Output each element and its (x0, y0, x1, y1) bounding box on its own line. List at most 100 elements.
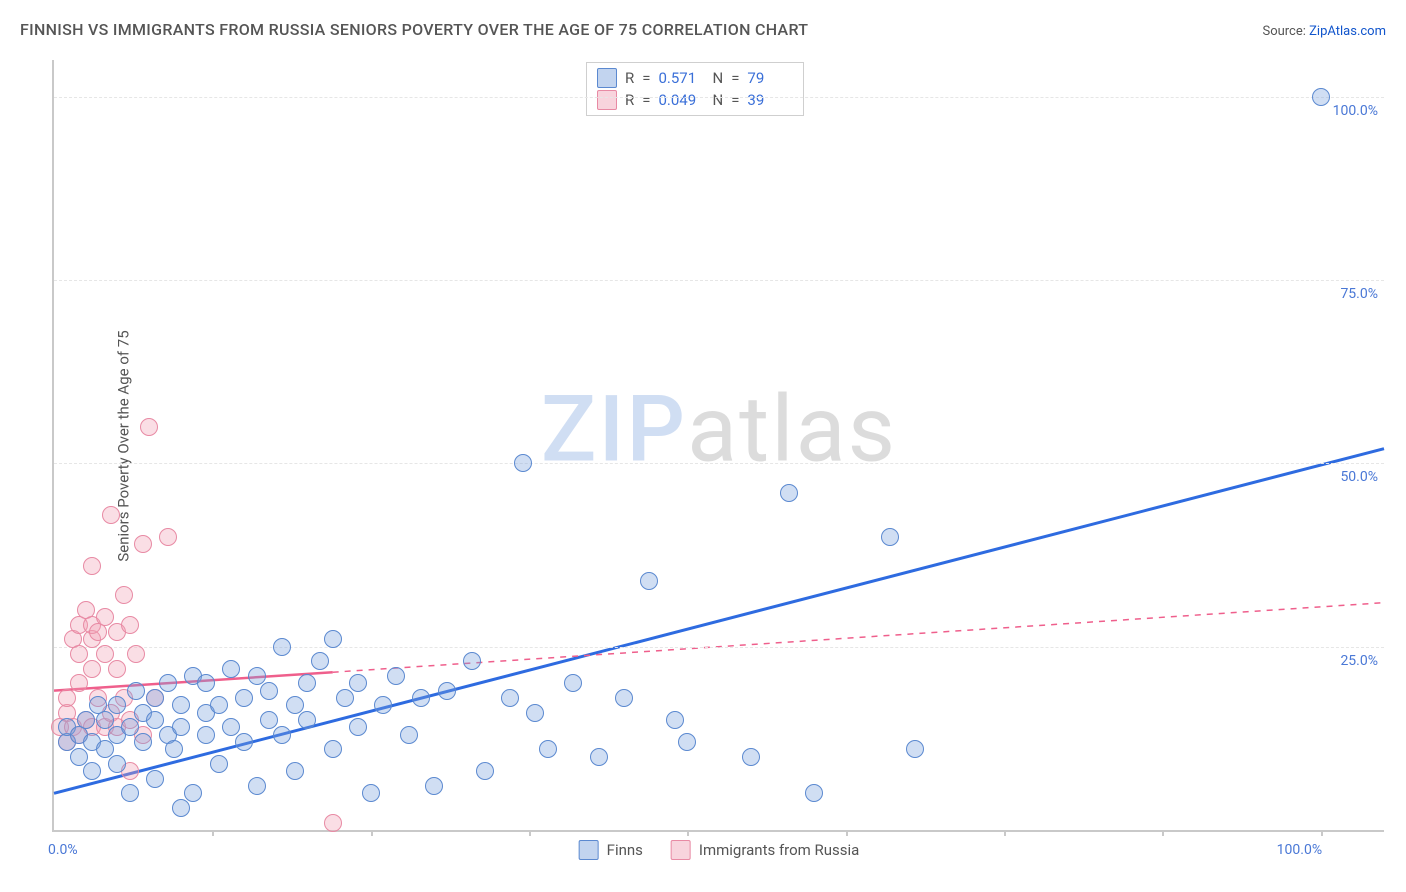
finns-point (615, 689, 633, 707)
source-attribution: Source: ZipAtlas.com (1262, 24, 1386, 39)
finns-point (286, 696, 304, 714)
russia-point (96, 608, 114, 626)
r-label: R (625, 69, 634, 87)
russia-label: Immigrants from Russia (699, 841, 859, 859)
finns-point (273, 726, 291, 744)
gridline (54, 280, 1384, 281)
finns-point (70, 748, 88, 766)
russia-point (134, 535, 152, 553)
finns-point (324, 630, 342, 648)
russia-point (324, 814, 342, 832)
finns-point (165, 740, 183, 758)
finns-point (146, 689, 164, 707)
eq-label: = (731, 69, 739, 87)
finns-point (298, 711, 316, 729)
legend-item-russia: Immigrants from Russia (671, 840, 859, 860)
russia-n-value: 39 (747, 91, 793, 109)
finns-point (96, 740, 114, 758)
x-tick-mark (1004, 830, 1006, 836)
series-legend: Finns Immigrants from Russia (579, 840, 860, 860)
finns-point (805, 784, 823, 802)
source-prefix: Source: (1262, 24, 1309, 39)
russia-point (108, 660, 126, 678)
finns-point (387, 667, 405, 685)
finns-point (1312, 88, 1330, 106)
finns-point (77, 711, 95, 729)
russia-point (102, 506, 120, 524)
finns-point (463, 652, 481, 670)
eq-label: = (642, 69, 650, 87)
x-tick-mark (529, 830, 531, 836)
finns-r-value: 0.571 (658, 69, 704, 87)
finns-point (526, 704, 544, 722)
finns-point (438, 682, 456, 700)
finns-point (159, 674, 177, 692)
finns-point (906, 740, 924, 758)
finns-point (197, 674, 215, 692)
y-tick-label: 25.0% (1340, 653, 1378, 669)
finns-point (260, 682, 278, 700)
finns-point (172, 718, 190, 736)
trendlines-layer (54, 60, 1384, 830)
x-tick-mark (371, 830, 373, 836)
finns-point (83, 762, 101, 780)
gridline (54, 463, 1384, 464)
scatter-plot-area: ZIPatlas R = 0.571 N = 79 R = 0.049 N = … (52, 60, 1384, 832)
y-tick-label: 75.0% (1340, 286, 1378, 302)
finns-n-value: 79 (747, 69, 793, 87)
watermark-atlas: atlas (687, 376, 897, 483)
finns-point (184, 784, 202, 802)
russia-point (127, 645, 145, 663)
finns-point (564, 674, 582, 692)
finns-point (336, 689, 354, 707)
russia-swatch-icon (597, 90, 617, 110)
finns-point (501, 689, 519, 707)
source-link[interactable]: ZipAtlas.com (1309, 24, 1386, 39)
finns-point (286, 762, 304, 780)
x-tick-mark (1321, 830, 1323, 836)
finns-point (476, 762, 494, 780)
russia-point (140, 418, 158, 436)
finns-point (349, 718, 367, 736)
finns-point (666, 711, 684, 729)
x-tick-mark (846, 830, 848, 836)
finns-swatch-icon (579, 840, 599, 860)
finns-point (197, 726, 215, 744)
finns-point (172, 799, 190, 817)
gridline (54, 647, 1384, 648)
y-tick-label: 100.0% (1333, 103, 1378, 119)
finns-point (374, 696, 392, 714)
finns-point (172, 696, 190, 714)
finns-point (273, 638, 291, 656)
finns-point (311, 652, 329, 670)
gridline (54, 97, 1384, 98)
russia-r-value: 0.049 (658, 91, 704, 109)
finns-point (248, 667, 266, 685)
r-label: R (625, 91, 634, 109)
finns-point (400, 726, 418, 744)
finns-point (121, 718, 139, 736)
watermark: ZIPatlas (541, 376, 897, 483)
finns-point (235, 733, 253, 751)
finns-label: Finns (607, 841, 643, 859)
legend-row-russia: R = 0.049 N = 39 (597, 89, 793, 111)
finns-point (881, 528, 899, 546)
russia-point (58, 689, 76, 707)
finns-point (235, 689, 253, 707)
finns-point (210, 755, 228, 773)
russia-point (96, 645, 114, 663)
finns-point (96, 711, 114, 729)
n-label: N (712, 91, 723, 109)
finns-point (260, 711, 278, 729)
russia-point (83, 660, 101, 678)
finns-point (134, 733, 152, 751)
finns-point (780, 484, 798, 502)
russia-swatch-icon (671, 840, 691, 860)
x-tick-label: 100.0% (1277, 842, 1322, 858)
finns-point (514, 454, 532, 472)
finns-point (146, 711, 164, 729)
chart-title: FINNISH VS IMMIGRANTS FROM RUSSIA SENIOR… (20, 20, 808, 39)
russia-point (70, 674, 88, 692)
watermark-zip: ZIP (541, 376, 687, 483)
eq-label: = (731, 91, 739, 109)
